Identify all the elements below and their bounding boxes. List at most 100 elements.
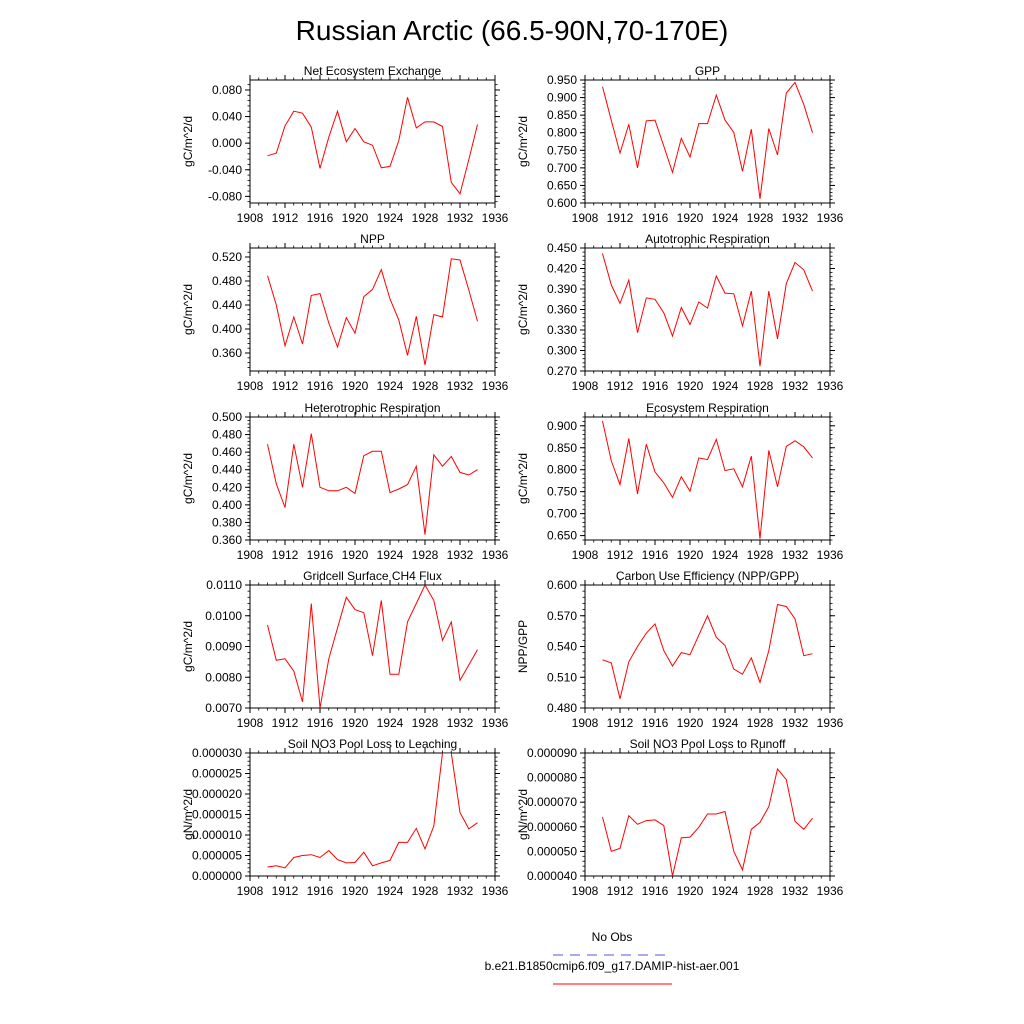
x-tick-label: 1932	[447, 379, 474, 393]
y-tick-label: 0.800	[547, 463, 577, 477]
x-tick-label: 1932	[447, 211, 474, 225]
y-axis-label: gC/m^2/d	[516, 453, 530, 504]
x-tick-label: 1916	[642, 716, 669, 730]
panel-10: Soil NO3 Pool Loss to RunoffgN/m^2/d0.00…	[516, 737, 844, 898]
x-tick-label: 1920	[677, 548, 704, 562]
y-tick-label: 0.0100	[205, 609, 242, 623]
x-tick-label: 1936	[817, 716, 844, 730]
x-tick-label: 1932	[782, 716, 809, 730]
panel-3: NPP gC/m^2/d 0.360 0.400 0.440 0.480 0.520 1908…	[181, 232, 509, 393]
panel-title: Soil NO3 Pool Loss to Leaching	[288, 737, 457, 751]
plot-frame	[249, 79, 496, 204]
y-tick-label: 0.000090	[527, 746, 577, 760]
x-tick-label: 1908	[572, 548, 599, 562]
x-tick-label: 1916	[307, 884, 334, 898]
x-tick-label: 1928	[747, 211, 774, 225]
y-axis-label: NPP/GPP	[516, 620, 530, 673]
y-tick-label: 0.000000	[192, 869, 242, 883]
x-tick-label: 1936	[817, 548, 844, 562]
y-tick-label: 0.270	[547, 364, 577, 378]
y-tick-label: 0.040	[212, 110, 242, 124]
y-tick-label: -0.080	[208, 189, 242, 203]
legend-label: No Obs	[592, 930, 633, 944]
x-tick-label: 1924	[712, 884, 739, 898]
x-tick-label: 1924	[377, 379, 404, 393]
x-tick-label: 1924	[712, 379, 739, 393]
y-tick-label: 0.000060	[527, 820, 577, 834]
x-tick-label: 1936	[482, 884, 509, 898]
x-tick-label: 1932	[782, 548, 809, 562]
y-axis-label: gC/m^2/d	[181, 284, 195, 335]
y-tick-label: 0.650	[547, 529, 577, 543]
y-axis-label: gN/m^2/d	[516, 789, 530, 840]
panel-6: Ecosystem Respiration gC/m^2/d 0.650 0.700 0…	[516, 401, 844, 562]
x-tick-label: 1936	[817, 884, 844, 898]
y-tick-label: 0.900	[547, 419, 577, 433]
x-tick-label: 1920	[342, 211, 369, 225]
x-tick-label: 1908	[572, 716, 599, 730]
x-tick-label: 1912	[607, 884, 634, 898]
x-tick-label: 1932	[447, 716, 474, 730]
x-tick-label: 1924	[712, 548, 739, 562]
y-tick-label: 0.0110	[206, 578, 242, 592]
y-tick-label: -0.040	[208, 163, 242, 177]
legend: No Obs b.e21.B1850cmip6.f09_g17.DAMIP-his…	[485, 930, 740, 985]
y-tick-label: 0.330	[547, 323, 577, 337]
y-tick-label: 0.380	[212, 515, 242, 529]
y-tick-label: 0.000030	[192, 746, 242, 760]
y-tick-label: 0.900	[547, 91, 577, 105]
x-tick-label: 1912	[607, 548, 634, 562]
x-tick-label: 1908	[237, 716, 264, 730]
y-tick-label: 0.440	[212, 463, 242, 477]
y-tick-label: 0.000015	[192, 808, 242, 822]
y-tick-label: 0.400	[212, 322, 242, 336]
legend-label: b.e21.B1850cmip6.f09_g17.DAMIP-hist-aer.…	[485, 959, 740, 973]
series-line	[602, 420, 813, 539]
x-tick-label: 1928	[747, 884, 774, 898]
x-tick-label: 1928	[747, 716, 774, 730]
y-tick-label: 0.480	[547, 701, 577, 715]
y-tick-label: 0.750	[547, 485, 577, 499]
panel-7: Gridcell Surface CH4 Flux gC/m^2/d 0.0070 0…	[181, 569, 509, 730]
y-tick-label: 0.450	[547, 241, 577, 255]
y-tick-label: 0.950	[547, 73, 577, 87]
y-tick-label: 0.360	[547, 303, 577, 317]
y-tick-label: 0.800	[547, 126, 577, 140]
x-tick-label: 1912	[607, 379, 634, 393]
y-tick-label: 0.700	[547, 161, 577, 175]
x-tick-label: 1916	[642, 548, 669, 562]
x-tick-label: 1936	[482, 211, 509, 225]
x-tick-label: 1920	[677, 884, 704, 898]
x-tick-label: 1924	[377, 548, 404, 562]
y-tick-label: 0.420	[212, 480, 242, 494]
y-tick-label: 0.300	[547, 344, 577, 358]
y-tick-label: 0.700	[547, 507, 577, 521]
series-line	[602, 253, 813, 367]
series-line	[267, 258, 478, 366]
x-tick-label: 1928	[412, 884, 439, 898]
series-line	[267, 97, 478, 195]
x-tick-label: 1924	[377, 211, 404, 225]
y-tick-label: 0.0070	[205, 701, 242, 715]
x-tick-label: 1912	[607, 211, 634, 225]
panel-8: Carbon Use Efficiency (NPP/GPP) NPP/GPP 0.…	[516, 569, 844, 730]
y-tick-label: 0.390	[547, 282, 577, 296]
y-axis-label: gC/m^2/d	[516, 116, 530, 167]
x-tick-label: 1908	[237, 884, 264, 898]
panel-title: Carbon Use Efficiency (NPP/GPP)	[616, 569, 799, 583]
y-tick-label: 0.000025	[192, 767, 242, 781]
panel-title: Net Ecosystem Exchange	[304, 64, 442, 78]
y-tick-label: 0.000005	[192, 849, 242, 863]
x-tick-label: 1936	[482, 716, 509, 730]
panel-title: NPP	[360, 232, 385, 246]
panel-5: Heterotrophic Respiration gC/m^2/d 0.360 0.…	[181, 401, 509, 562]
x-tick-label: 1924	[712, 211, 739, 225]
y-tick-label: 0.570	[547, 609, 577, 623]
x-tick-label: 1908	[237, 211, 264, 225]
plot-frame	[249, 752, 496, 877]
y-tick-label: 0.850	[547, 108, 577, 122]
x-tick-label: 1928	[412, 716, 439, 730]
y-tick-label: 0.000040	[527, 869, 577, 883]
x-tick-label: 1916	[307, 548, 334, 562]
y-tick-label: 0.540	[547, 640, 577, 654]
